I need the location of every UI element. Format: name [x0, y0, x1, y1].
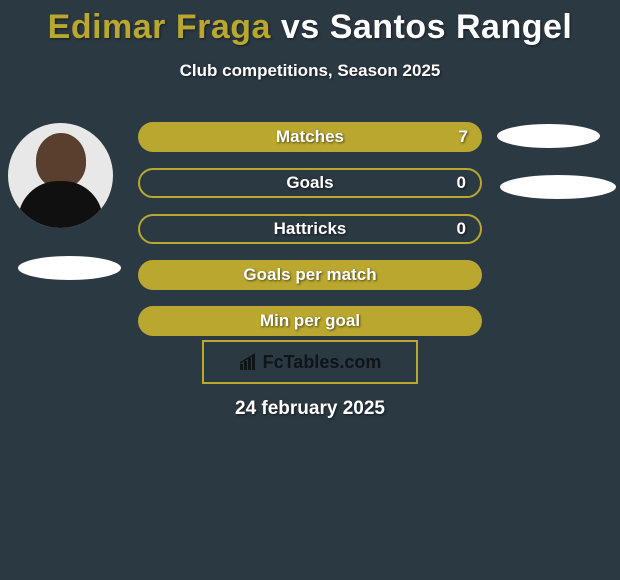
bar-min-per-goal: Min per goal	[138, 306, 482, 336]
bar-label: Min per goal	[260, 311, 360, 331]
brand-box: FcTables.com	[202, 340, 418, 384]
bar-label: Hattricks	[274, 219, 347, 239]
player1-badge-pill	[18, 256, 121, 280]
player1-name: Edimar Fraga	[48, 8, 271, 46]
vs-label: vs	[281, 8, 320, 46]
bar-matches: Matches 7	[138, 122, 482, 152]
bar-value: 0	[457, 173, 466, 193]
player1-avatar	[8, 123, 113, 228]
date-label: 24 february 2025	[0, 398, 620, 420]
bar-label: Matches	[276, 127, 344, 147]
bar-goals: Goals 0	[138, 168, 482, 198]
bar-goals-per-match: Goals per match	[138, 260, 482, 290]
subtitle: Club competitions, Season 2025	[0, 61, 620, 81]
bar-value: 0	[457, 219, 466, 239]
comparison-title: Edimar Fraga vs Santos Rangel	[0, 0, 620, 47]
bar-value: 7	[459, 127, 468, 147]
brand-text: FcTables.com	[263, 352, 382, 373]
chart-icon	[239, 353, 259, 371]
stat-bars: Matches 7 Goals 0 Hattricks 0 Goals per …	[138, 122, 482, 352]
bar-hattricks: Hattricks 0	[138, 214, 482, 244]
bar-label: Goals	[286, 173, 333, 193]
player2-badge-pill-1	[497, 124, 600, 148]
player2-name: Santos Rangel	[330, 8, 573, 46]
bar-label: Goals per match	[243, 265, 376, 285]
player2-badge-pill-2	[500, 175, 616, 199]
